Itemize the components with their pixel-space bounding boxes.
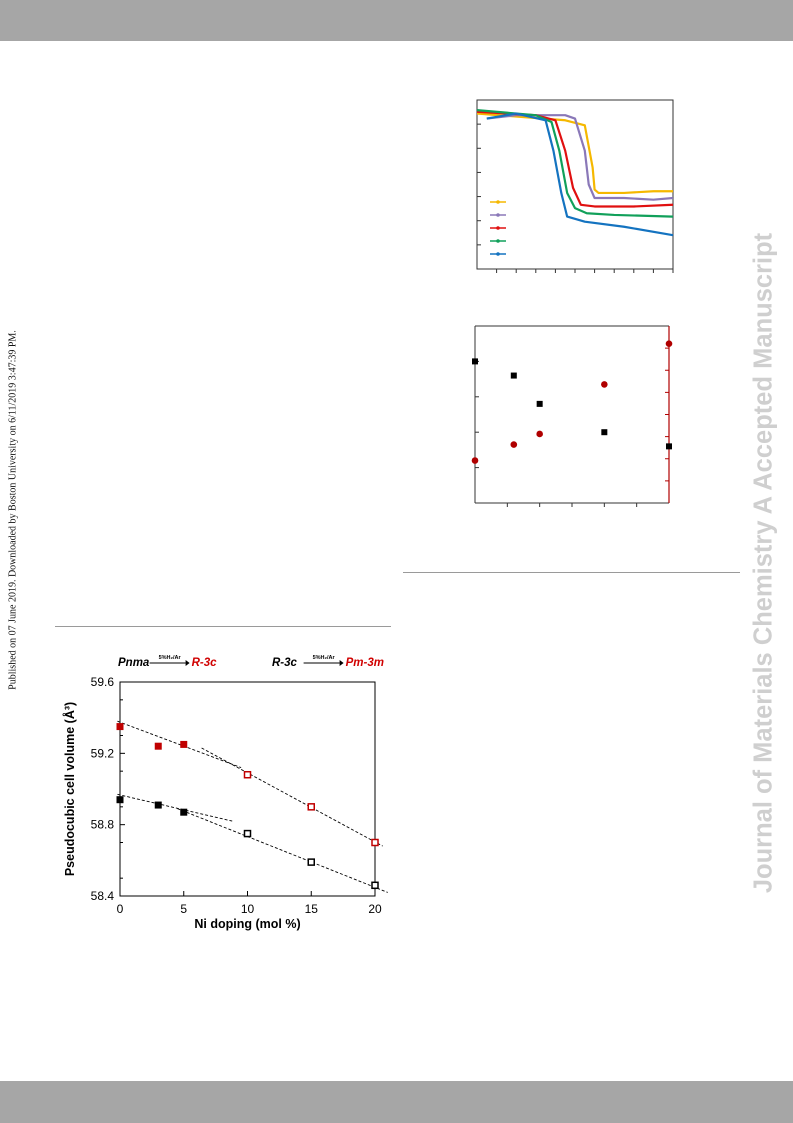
transition-condition: 5%H₂/Ar [159,655,182,661]
x-tick-label: 5 [180,902,187,916]
x-tick-label: 0 [117,902,124,916]
x-tick-label: 15 [305,902,319,916]
data-square-open [307,803,315,811]
phase-from-label: R-3c [272,657,298,669]
top-line-chart [476,99,674,273]
transition-condition: 5%H₂/Ar [313,655,336,661]
data-square-open [243,829,252,838]
y-axis-label: Pseudocubic cell volume (Å³) [62,702,77,876]
data-square-filled [180,808,188,816]
y-tick-label: 58.4 [91,889,115,903]
data-square-filled [154,801,162,809]
legend-marker [496,239,500,243]
legend-marker [496,213,500,217]
phase-to-label: Pm-3m [346,657,384,669]
legend-marker [496,226,500,230]
plot-frame [476,99,674,270]
data-square-filled [154,742,162,750]
transition-arrowhead [185,660,190,666]
y-tick-label: 58.8 [91,818,115,832]
data-square-open [307,858,315,866]
data-circle [536,430,543,438]
plot-frame [119,681,376,897]
series-line [476,109,674,218]
data-circle [665,340,673,347]
column-rule-left [55,626,391,627]
trend-line [177,808,388,893]
data-square-open [371,838,379,847]
trend-line [201,747,383,847]
data-square-filled [180,740,188,748]
transition-arrowhead [339,660,344,666]
legend-marker [496,252,500,256]
data-circle [471,457,479,464]
data-square [536,400,543,407]
data-square-filled [116,723,124,731]
data-square-open [243,770,252,779]
series-line [476,112,673,195]
header-bar [0,0,793,41]
footer-bar [0,1081,793,1123]
legend-marker [496,200,500,204]
dual-axis-scatter-chart [471,325,673,507]
y-tick-label: 59.6 [91,675,115,689]
x-tick-label: 20 [368,902,382,916]
phase-from-label: Pnma [118,657,150,669]
cell-volume-chart: 58.4 58.8 59.2 59.6 0 5 10 15 20 Ni doping (mol %… [62,655,388,931]
column-rule-right [403,572,740,573]
phase-to-label: R-3c [192,657,218,669]
data-square-filled [116,796,124,804]
trend-line [117,793,233,822]
x-tick-label: 10 [241,902,255,916]
series-line [486,114,674,201]
data-circle [601,381,608,388]
data-square [510,372,517,379]
data-square-open [371,881,379,890]
series-line [486,112,674,237]
data-square [472,358,478,365]
data-square [601,429,608,436]
x-axis-label: Ni doping (mol %) [194,917,300,931]
y-tick-label: 59.2 [91,746,115,760]
data-square [666,443,672,450]
data-circle [510,441,518,448]
trend-line [117,720,242,769]
